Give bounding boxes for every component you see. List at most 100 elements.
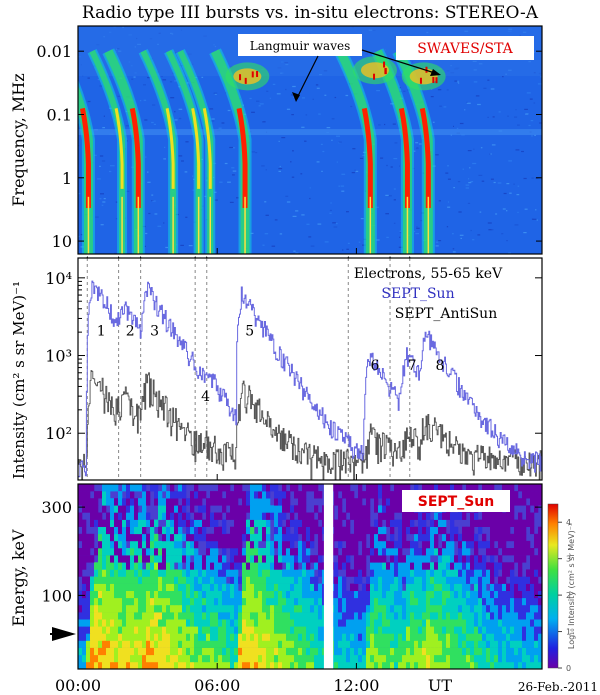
spectrum-noise — [468, 178, 470, 180]
spectrum-noise — [285, 195, 289, 197]
spectrogram-cell — [366, 491, 371, 499]
spectrogram-cell — [454, 576, 459, 584]
spectrogram-cell — [470, 519, 475, 527]
spectrum-noise — [133, 76, 136, 78]
spectrogram-cell — [358, 626, 363, 634]
spectrogram-cell — [478, 612, 483, 620]
spectrogram-cell — [130, 597, 135, 606]
spectrogram-cell — [266, 612, 271, 620]
spectrogram-cell — [362, 654, 367, 663]
spectrum-noise — [285, 88, 287, 91]
spectrogram-cell — [106, 540, 111, 549]
spectrogram-cell — [462, 633, 467, 641]
spectrogram-cell — [86, 612, 91, 620]
spectrogram-cell — [402, 562, 407, 570]
spectrum-noise — [174, 119, 178, 121]
spectrum-noise — [399, 236, 401, 238]
spectrogram-cell — [250, 484, 255, 492]
spectrogram-cell — [310, 619, 315, 627]
spectrogram-cell — [306, 647, 311, 656]
spectrogram-cell — [274, 640, 279, 648]
spectrogram-cell — [274, 605, 279, 613]
spectrogram-cell — [490, 576, 495, 584]
spectrogram-cell — [338, 654, 343, 663]
spectrogram-cell — [162, 505, 167, 513]
spectrum-noise — [143, 84, 146, 86]
spectrogram-cell — [498, 640, 503, 648]
spectrogram-cell — [122, 640, 127, 648]
spectrogram-cell — [118, 562, 123, 570]
spectrum-noise — [157, 225, 162, 227]
spectrogram-cell — [186, 562, 191, 570]
spectrogram-cell — [234, 533, 239, 542]
spectrogram-cell — [230, 647, 235, 656]
spectrum-noise — [251, 111, 255, 113]
spectrum-noise — [250, 232, 254, 234]
spectrum-noise — [399, 230, 401, 232]
spectrogram-cell — [382, 505, 387, 513]
spectrogram-cell — [466, 484, 471, 492]
spectrogram-cell — [226, 533, 231, 542]
spectrogram-cell — [162, 512, 167, 520]
spectrogram-cell — [438, 583, 443, 591]
spectrogram-cell — [186, 512, 191, 520]
spectrogram-cell — [118, 633, 123, 641]
spectrogram-cell — [490, 597, 495, 606]
spectrum-noise — [443, 106, 447, 108]
spectrogram-cell — [490, 533, 495, 542]
spectrogram-cell — [138, 626, 143, 634]
spectrogram-cell — [390, 540, 395, 549]
spectrogram-cell — [306, 540, 311, 549]
spectrogram-cell — [538, 540, 542, 549]
spectrum-noise — [514, 224, 519, 226]
spectrogram-cell — [190, 605, 195, 613]
spectrogram-cell — [514, 576, 519, 584]
spectrogram-cell — [422, 484, 427, 492]
spectrogram-cell — [82, 590, 87, 599]
spectrum-noise — [232, 170, 237, 172]
spectrogram-cell — [222, 562, 227, 570]
spectrogram-cell — [266, 548, 271, 556]
spectrogram-cell — [178, 583, 183, 591]
spectrogram-cell — [438, 661, 443, 669]
spectrogram-cell — [406, 576, 411, 584]
spectrogram-cell — [250, 491, 255, 499]
spectrogram-cell — [306, 562, 311, 570]
spectrogram-cell — [478, 619, 483, 627]
spectrogram-cell — [282, 491, 287, 499]
spectrogram-cell — [134, 569, 139, 577]
series-sept-sun — [78, 280, 542, 478]
spectrogram-cell — [454, 583, 459, 591]
spectrogram-cell — [538, 569, 542, 577]
spectrogram-cell — [374, 583, 379, 591]
spectrogram-cell — [258, 654, 263, 663]
spectrogram-cell — [278, 569, 283, 577]
spectrogram-cell — [250, 633, 255, 641]
spectrogram-cell — [266, 526, 271, 535]
spectrogram-cell — [370, 491, 375, 499]
spectrogram-cell — [170, 512, 175, 520]
spectrogram-cell — [210, 569, 215, 577]
spectrogram-cell — [494, 605, 499, 613]
spectrogram-cell — [514, 619, 519, 627]
spectrogram-cell — [186, 548, 191, 556]
spectrogram-cell — [174, 583, 179, 591]
spectrogram-cell — [446, 533, 451, 542]
spectrogram-cell — [450, 562, 455, 570]
spectrogram-cell — [310, 576, 315, 584]
series-sept-antisun — [78, 370, 542, 480]
spectrum-noise — [324, 94, 327, 96]
spectrogram-cell — [214, 612, 219, 620]
spectrogram-cell — [178, 612, 183, 620]
spectrogram-cell — [246, 647, 251, 656]
spectrogram-cell — [278, 548, 283, 556]
spectrogram-cell — [214, 548, 219, 556]
spectrogram-cell — [94, 661, 99, 669]
spectrogram-cell — [202, 526, 207, 535]
spectrogram-cell — [346, 569, 351, 577]
spectrogram-cell — [314, 640, 319, 648]
spectrogram-cell — [222, 498, 227, 506]
spectrogram-cell — [198, 512, 203, 520]
spectrogram-cell — [222, 505, 227, 513]
spectrogram-cell — [82, 519, 87, 527]
